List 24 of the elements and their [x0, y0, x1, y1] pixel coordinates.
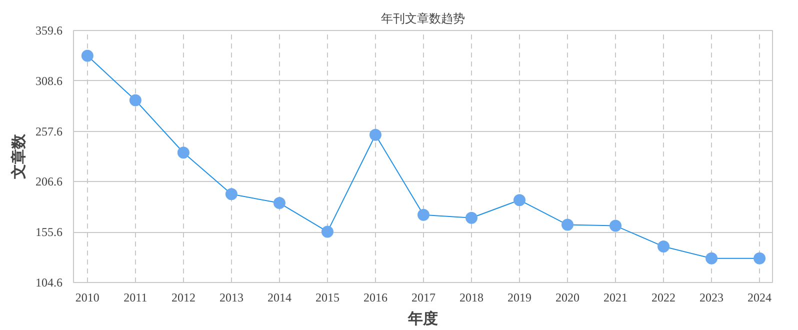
x-tick-label: 2024 [748, 290, 772, 304]
x-tick-label: 2022 [652, 290, 676, 304]
x-axis-title: 年度 [407, 310, 438, 328]
x-tick-label: 2010 [75, 290, 100, 304]
x-tick-label: 2012 [171, 290, 196, 304]
x-tick-label: 2015 [315, 290, 340, 304]
x-tick-label: 2019 [507, 290, 532, 304]
y-tick-label: 104.6 [36, 276, 62, 290]
y-tick-label: 308.6 [36, 74, 62, 88]
x-tick-label: 2016 [363, 290, 388, 304]
x-tick-label: 2020 [556, 290, 580, 304]
y-tick-label: 257.6 [36, 124, 62, 138]
y-tick-label: 206.6 [36, 174, 62, 189]
x-tick-label: 2014 [267, 290, 292, 304]
y-axis-title: 文章数 [10, 133, 28, 180]
x-tick-label: 2023 [700, 290, 724, 304]
x-tick-label: 2013 [219, 290, 244, 304]
x-tick-label: 2017 [411, 290, 436, 304]
y-tick-label: 359.6 [36, 24, 62, 38]
y-tick-label: 155.6 [36, 225, 62, 240]
x-tick-label: 2018 [459, 290, 484, 304]
x-tick-label: 2021 [604, 290, 628, 304]
x-tick-label: 2011 [124, 290, 148, 304]
chart-title: 年刊文章数趋势 [381, 12, 465, 26]
